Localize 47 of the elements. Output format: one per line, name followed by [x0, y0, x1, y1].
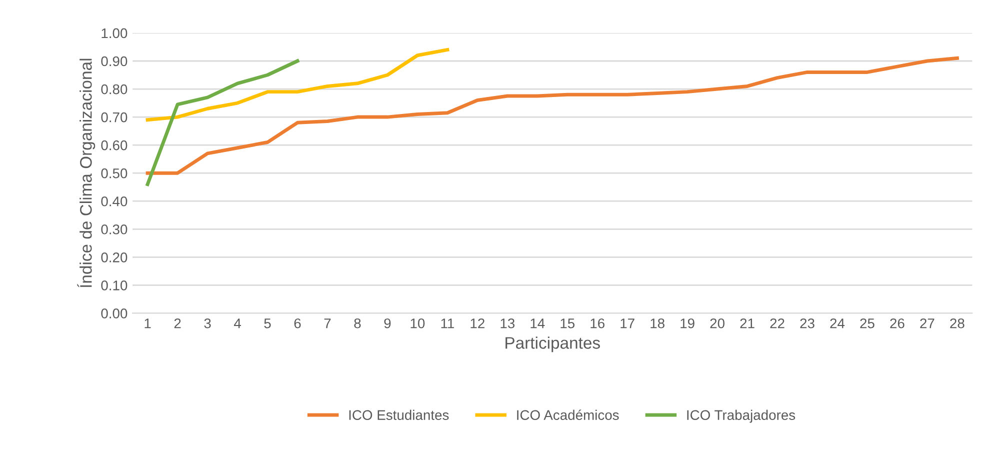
y-tick-label: 0.00: [101, 308, 128, 318]
x-tick-label: 16: [590, 318, 604, 328]
x-tick-label: 28: [950, 318, 964, 328]
x-tick-label: 27: [920, 318, 934, 328]
x-tick-label: 19: [680, 318, 694, 328]
x-tick-label: 8: [354, 318, 361, 328]
x-tick-label: 17: [620, 318, 634, 328]
x-tick-label: 26: [890, 318, 904, 328]
x-tick-label: 18: [650, 318, 664, 328]
y-axis-title: Índice de Clima Organizacional: [77, 58, 96, 288]
x-tick-label: 12: [470, 318, 484, 328]
y-tick-label: 0.10: [101, 280, 128, 290]
y-tick-label: 0.40: [101, 196, 128, 206]
x-tick-label: 14: [530, 318, 545, 328]
x-tick-label: 13: [500, 318, 515, 328]
line-series: [146, 59, 300, 186]
x-tick-label: 2: [174, 318, 181, 328]
x-tick-label: 21: [740, 318, 754, 328]
x-tick-label: 3: [204, 318, 211, 328]
y-tick-label: 0.60: [101, 140, 128, 150]
x-tick-label: 7: [324, 318, 331, 328]
legend-label: ICO Trabajadores: [687, 410, 796, 423]
x-tick-label: 4: [234, 318, 241, 328]
x-axis-title: Participantes: [506, 336, 600, 352]
x-tick-label: 22: [770, 318, 784, 328]
x-tick-label: 20: [710, 318, 724, 328]
x-tick-label: 1: [144, 318, 151, 328]
y-tick-label: 0.50: [101, 168, 128, 178]
x-tick-label: 25: [860, 318, 874, 328]
y-tick-label: 0.90: [101, 56, 128, 66]
x-tick-label: 6: [294, 318, 301, 328]
x-tick-label: 24: [830, 318, 845, 328]
x-tick-label: 9: [384, 318, 391, 328]
y-tick-label: 0.70: [101, 112, 128, 122]
y-tick-label: 1.00: [102, 28, 128, 38]
legend-label: ICO Estudiantes: [349, 410, 449, 420]
x-tick-label: 10: [410, 318, 425, 328]
line-series: [146, 48, 450, 122]
x-tick-label: 11: [441, 318, 454, 328]
x-tick-label: 15: [560, 318, 575, 328]
x-tick-label: 23: [800, 318, 814, 328]
y-tick-label: 0.20: [101, 252, 128, 262]
legend-label: ICO Académicos: [517, 410, 619, 420]
line-series: [146, 56, 959, 175]
x-tick-label: 5: [264, 318, 271, 328]
y-tick-label: 0.30: [101, 224, 128, 234]
y-tick-label: 0.80: [101, 84, 128, 94]
